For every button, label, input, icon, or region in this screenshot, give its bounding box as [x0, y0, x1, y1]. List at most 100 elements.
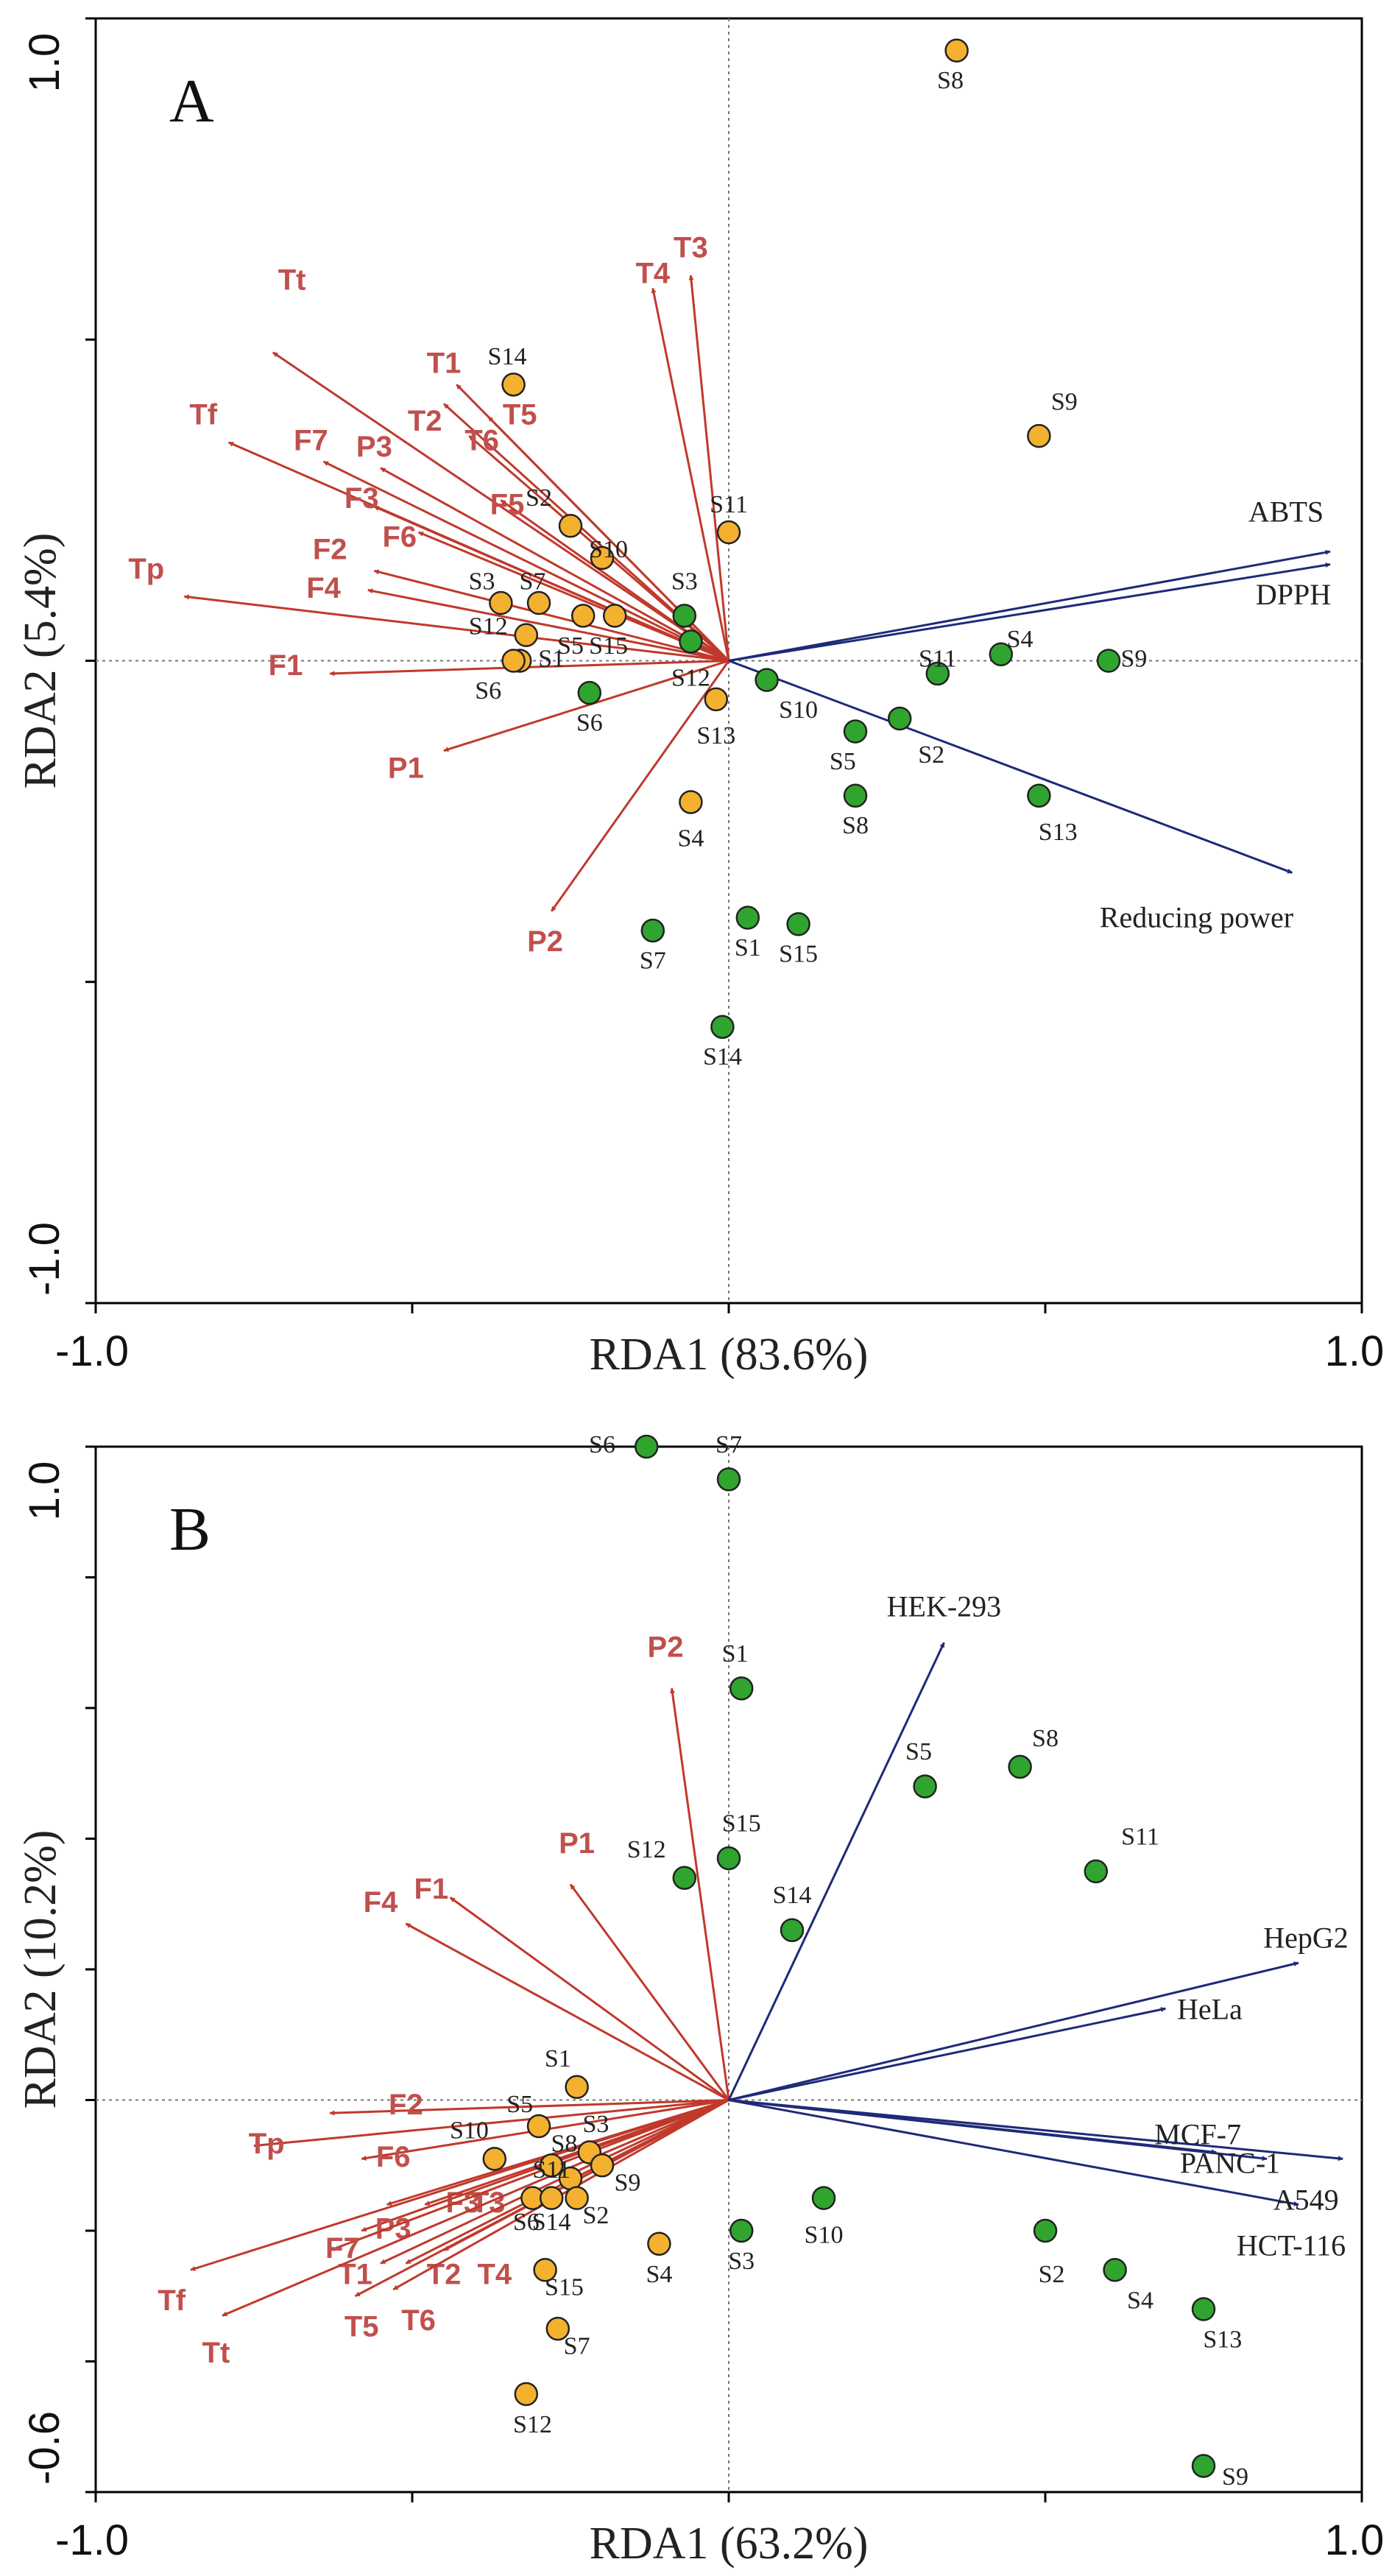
- explanatory-label-t4: T4: [477, 2259, 512, 2291]
- explanatory-arrow-f7: [329, 2099, 729, 2252]
- response-label-mcf-7: MCF-7: [1154, 2118, 1241, 2151]
- explanatory-label-t2: T2: [427, 2259, 462, 2291]
- y-axis-title: RDA2 (5.4%): [15, 533, 66, 789]
- orange-site-point-s7: [545, 2316, 570, 2341]
- x-tick-label-max: 1.0: [1325, 2516, 1385, 2564]
- response-label-hela: HeLa: [1177, 1992, 1243, 2025]
- explanatory-label-f6: F6: [376, 2141, 411, 2173]
- orange-site-point-s4: [647, 2231, 671, 2256]
- green-site-label-s15: S15: [779, 941, 818, 968]
- explanatory-arrow-p3: [380, 467, 729, 662]
- green-site-label-s3: S3: [671, 568, 698, 596]
- orange-site-label-s5: S5: [557, 632, 584, 660]
- explanatory-label-tt: Tt: [278, 264, 306, 296]
- explanatory-arrow-p2: [550, 660, 730, 912]
- green-site-point-s1: [735, 906, 760, 930]
- green-site-label-s15: S15: [722, 1810, 761, 1838]
- x-axis-title: RDA1 (63.2%): [590, 2519, 869, 2569]
- explanatory-label-f1: F1: [269, 649, 303, 682]
- x-tick-label-min: -1.0: [55, 1327, 129, 1375]
- orange-site-label-s6: S6: [513, 2209, 540, 2236]
- explanatory-label-f2: F2: [313, 534, 347, 566]
- orange-site-label-s10: S10: [589, 536, 628, 563]
- green-site-label-s9: S9: [1120, 645, 1147, 672]
- explanatory-arrow-f4: [367, 588, 729, 662]
- green-site-point-s4: [1103, 2258, 1127, 2282]
- orange-site-point-s10: [482, 2147, 507, 2171]
- orange-site-label-s14: S14: [488, 343, 527, 370]
- explanatory-label-tp: Tp: [249, 2128, 285, 2160]
- response-label-dpph: DPPH: [1256, 578, 1331, 611]
- panel-a: -1.0 1.0 1.0 -1.0 RDA1 (83.6%) RDA2 (5.4%) A T3…: [15, 17, 1384, 1380]
- explanatory-arrow-p1: [569, 1883, 730, 2101]
- response-arrow-hepg2: [728, 1961, 1299, 2101]
- explanatory-label-tp: Tp: [128, 553, 164, 585]
- explanatory-arrow-t3: [688, 275, 730, 661]
- explanatory-label-f4: F4: [306, 572, 341, 604]
- green-site-label-s1: S1: [735, 934, 761, 961]
- green-site-point-s6: [634, 1434, 659, 1459]
- explanatory-label-p2: P2: [648, 1631, 684, 1664]
- panel-letter: A: [169, 67, 214, 135]
- orange-site-label-s8: S8: [551, 2130, 577, 2157]
- green-site-label-s2: S2: [918, 741, 944, 769]
- orange-site-point-s2: [558, 514, 583, 538]
- explanatory-label-t3: T3: [674, 232, 708, 264]
- explanatory-label-f7: F7: [294, 424, 328, 456]
- explanatory-label-t1: T1: [427, 347, 462, 380]
- response-label-hepg2: HepG2: [1263, 1921, 1349, 1954]
- orange-site-point-s12: [514, 623, 539, 647]
- explanatory-label-f4: F4: [364, 1886, 398, 1919]
- orange-site-label-s12: S12: [513, 2411, 552, 2438]
- y-tick-label-max: 1.0: [21, 1461, 68, 1521]
- green-site-label-s8: S8: [842, 812, 869, 839]
- orange-site-label-s15: S15: [589, 632, 628, 660]
- orange-site-label-s13: S13: [696, 722, 735, 749]
- green-site-point-s5: [843, 719, 868, 744]
- orange-site-point-s9: [1027, 423, 1051, 448]
- explanatory-arrow-f7: [322, 460, 729, 662]
- green-site-label-s7: S7: [716, 1431, 742, 1458]
- green-site-point-s8: [1008, 1754, 1032, 1779]
- orange-site-label-s2: S2: [582, 2202, 609, 2229]
- green-site-label-s10: S10: [779, 696, 818, 724]
- response-arrow-hct-116: [728, 2099, 1299, 2206]
- green-site-point-s9: [1096, 649, 1121, 673]
- green-site-label-s11: S11: [919, 645, 957, 672]
- green-site-label-s14: S14: [703, 1043, 742, 1070]
- green-site-point-s8: [843, 783, 868, 808]
- green-site-label-s6: S6: [589, 1431, 615, 1458]
- response-arrow-a549: [728, 2099, 1343, 2162]
- orange-site-label-s14: S14: [532, 2209, 571, 2236]
- orange-site-label-s8: S8: [937, 67, 964, 94]
- explanatory-arrow-p1: [443, 660, 729, 752]
- green-site-point-s15: [786, 911, 810, 936]
- explanatory-label-f3: F3: [345, 482, 379, 515]
- orange-site-label-s11: S11: [710, 491, 748, 518]
- explanatory-label-t6: T6: [401, 2304, 436, 2337]
- green-site-point-s10: [755, 668, 779, 692]
- green-site-point-s12: [672, 1866, 697, 1890]
- green-site-point-s3: [729, 2218, 754, 2243]
- explanatory-label-f2: F2: [389, 2089, 423, 2121]
- green-site-label-s7: S7: [640, 947, 666, 974]
- orange-site-label-s10: S10: [450, 2117, 489, 2145]
- response-label-reducing-power: Reducing power: [1100, 901, 1293, 934]
- explanatory-arrow-tt: [222, 2099, 729, 2317]
- explanatory-label-t5: T5: [345, 2311, 379, 2343]
- green-site-point-s7: [716, 1467, 741, 1492]
- green-site-point-s3: [672, 604, 697, 628]
- explanatory-arrow-tp: [253, 2099, 729, 2148]
- green-site-point-s4: [989, 642, 1014, 667]
- green-site-label-s9: S9: [1222, 2463, 1248, 2491]
- explanatory-label-t5: T5: [503, 399, 537, 431]
- explanatory-arrow-f1: [449, 1896, 729, 2101]
- orange-site-label-s15: S15: [545, 2274, 584, 2301]
- green-site-point-s13: [1027, 783, 1051, 808]
- explanatory-arrow-f4: [405, 1922, 729, 2101]
- explanatory-arrow-f3: [373, 505, 729, 662]
- green-site-label-s1: S1: [722, 1640, 749, 1668]
- green-site-point-s7: [640, 918, 665, 943]
- explanatory-label-t2: T2: [408, 405, 442, 437]
